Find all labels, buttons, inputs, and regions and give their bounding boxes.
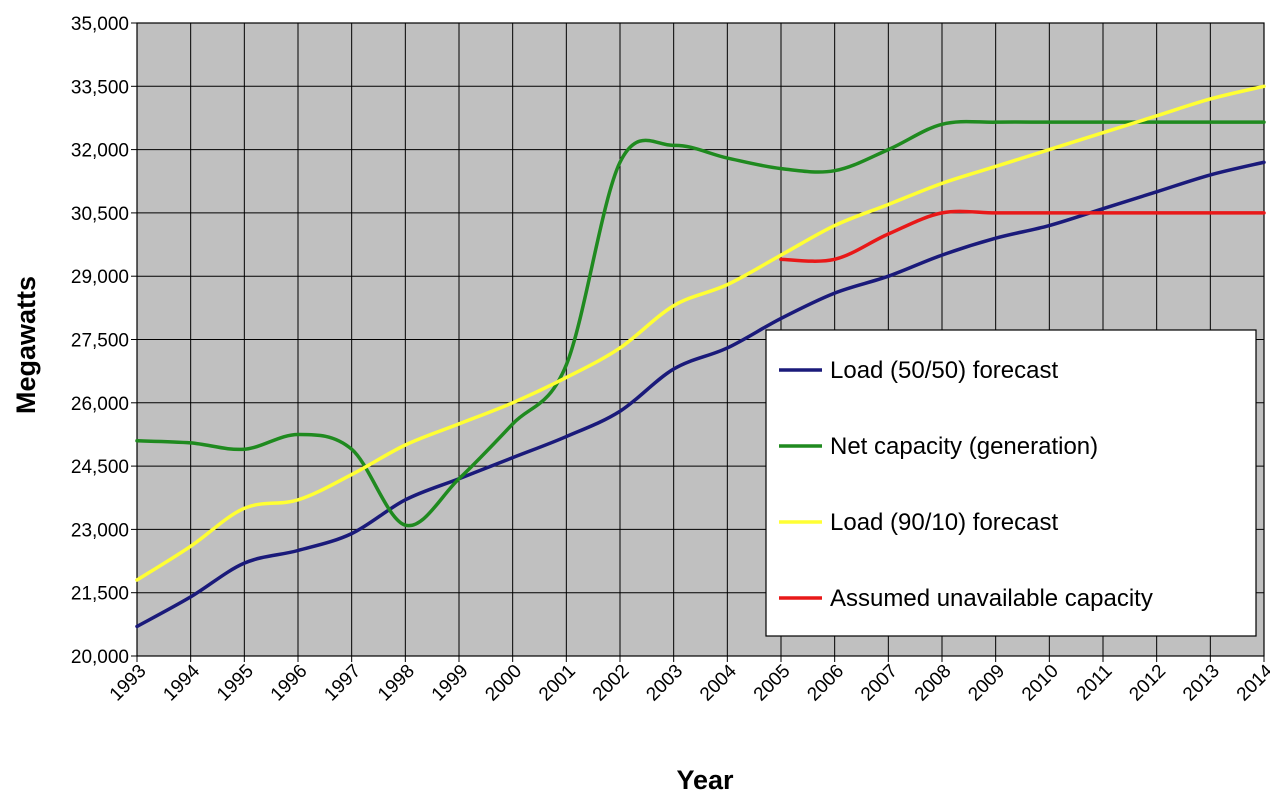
- y-axis-ticks: 20,000 21,500 23,000 24,500 26,000 27,500 29,0…: [71, 14, 137, 668]
- y-tick-label: 23,000: [71, 520, 129, 541]
- series-line-1: [135, 119, 1266, 528]
- y-tick-label: 24,500: [71, 457, 129, 478]
- legend-label-load-90-10: Load (90/10) forecast: [830, 509, 1058, 536]
- series-line-2: [135, 84, 1266, 582]
- y-tick-label: 27,500: [71, 331, 129, 352]
- y-tick-label: 32,000: [71, 141, 129, 162]
- x-tick-label: 2005: [750, 661, 795, 706]
- legend-label-net-capacity: Net capacity (generation): [830, 433, 1098, 460]
- y-tick-label: 29,000: [71, 267, 129, 288]
- y-tick-label: 26,000: [71, 394, 129, 415]
- x-tick-label: 1995: [213, 661, 258, 706]
- legend-label-unavailable-capacity: Assumed unavailable capacity: [830, 585, 1153, 612]
- x-tick-label: 1998: [374, 661, 419, 706]
- x-tick-label: 2012: [1125, 661, 1170, 706]
- x-tick-label: 1997: [320, 661, 365, 706]
- y-axis-title: Megawatts: [11, 276, 41, 414]
- x-tick-label: 2001: [535, 661, 580, 706]
- y-tick-label: 33,500: [71, 77, 129, 98]
- y-tick-label: 21,500: [71, 584, 129, 605]
- x-tick-label: 2003: [642, 661, 687, 706]
- x-tick-label: 2010: [1018, 661, 1063, 706]
- x-tick-label: 1994: [159, 660, 204, 705]
- x-tick-label: 2007: [857, 661, 902, 706]
- x-tick-label: 1996: [267, 661, 312, 706]
- y-tick-label: 30,500: [71, 204, 129, 225]
- x-tick-label: 2014: [1233, 660, 1270, 705]
- legend-label-load-50-50: Load (50/50) forecast: [830, 357, 1058, 384]
- legend: Load (50/50) forecast Net capacity (gene…: [765, 329, 1257, 637]
- x-axis-title: Year: [676, 765, 734, 794]
- x-tick-label: 2013: [1179, 661, 1224, 706]
- x-tick-label: 2008: [911, 661, 956, 706]
- x-tick-label: 2006: [803, 661, 848, 706]
- series-line-0: [135, 160, 1266, 629]
- x-tick-label: 2004: [696, 660, 741, 705]
- series-line-3: [779, 209, 1266, 263]
- y-tick-label: 35,000: [71, 14, 129, 35]
- x-tick-label: 2000: [481, 661, 526, 706]
- series-lines: [135, 84, 1266, 629]
- x-tick-label: 1999: [428, 661, 473, 706]
- x-tick-label: 2011: [1073, 661, 1117, 705]
- x-axis-ticks: 1993 1994 1995 1996 1997 1998 1999 2000 2001 2002…: [106, 656, 1270, 705]
- y-tick-label: 20,000: [71, 647, 129, 668]
- legend-box: [765, 329, 1257, 637]
- x-tick-label: 2009: [964, 661, 1009, 706]
- x-tick-label: 2002: [589, 661, 634, 706]
